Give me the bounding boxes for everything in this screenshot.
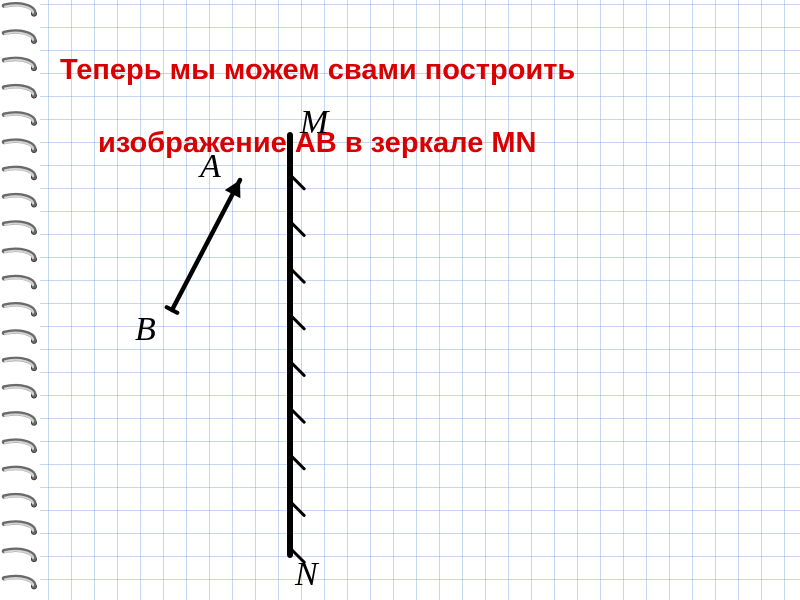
svg-text:A: A xyxy=(198,148,221,185)
physics-diagram: ABMN xyxy=(100,115,460,585)
spiral-binding xyxy=(0,0,40,600)
svg-text:B: B xyxy=(135,311,156,348)
svg-text:N: N xyxy=(294,556,320,593)
svg-text:M: M xyxy=(299,104,330,141)
title-line-1: Теперь мы можем свами построить xyxy=(60,54,575,86)
page: Теперь мы можем свами построить изображе… xyxy=(0,0,800,600)
